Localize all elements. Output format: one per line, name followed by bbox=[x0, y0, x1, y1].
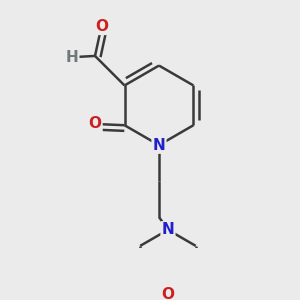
Text: O: O bbox=[161, 286, 175, 300]
Text: N: N bbox=[153, 138, 165, 153]
Text: N: N bbox=[162, 222, 174, 237]
Text: O: O bbox=[88, 116, 101, 131]
Text: H: H bbox=[65, 50, 78, 65]
Text: O: O bbox=[95, 19, 108, 34]
